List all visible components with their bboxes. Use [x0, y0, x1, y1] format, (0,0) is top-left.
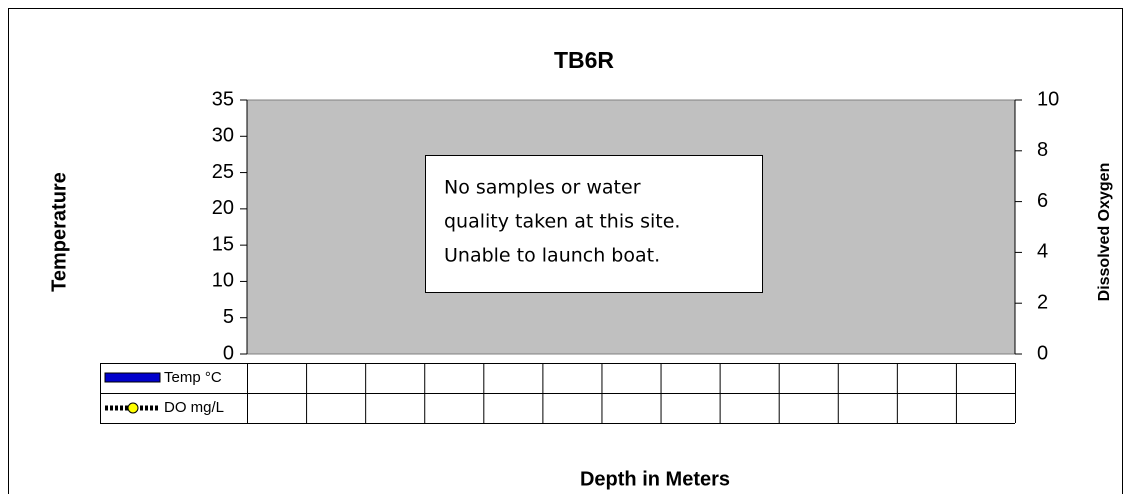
y2-tick-label: 4 [1037, 241, 1048, 263]
y2-tick-label: 2 [1037, 291, 1048, 313]
y2-axis-label: Dissolved Oxygen [1096, 163, 1113, 302]
y-tick-label: 20 [212, 197, 234, 219]
annotation-text: No samples or water [444, 177, 641, 199]
y2-tick-label: 8 [1037, 139, 1048, 161]
y-tick-label: 0 [223, 342, 234, 364]
legend-label: Temp °C [164, 369, 222, 386]
y2-tick-label: 6 [1037, 190, 1048, 212]
y-tick-label: 10 [212, 270, 234, 292]
legend-label: DO mg/L [164, 399, 224, 416]
y2-tick-label: 0 [1037, 342, 1048, 364]
y2-tick-label: 10 [1037, 88, 1059, 110]
y-tick-label: 30 [212, 125, 234, 147]
annotation-box [425, 155, 763, 293]
legend-key [104, 372, 161, 383]
y-tick-label: 25 [212, 161, 234, 183]
legend-key-marker [127, 402, 139, 414]
annotation-text: quality taken at this site. [444, 211, 680, 233]
x-axis-label: Depth in Meters [580, 468, 730, 490]
y-tick-label: 15 [212, 233, 234, 255]
y-tick-label: 5 [223, 306, 234, 328]
annotation-text: Unable to launch boat. [444, 245, 660, 267]
chart-title: TB6R [554, 47, 614, 73]
y-tick-label: 35 [212, 88, 234, 110]
y-axis-label: Temperature [48, 172, 70, 292]
